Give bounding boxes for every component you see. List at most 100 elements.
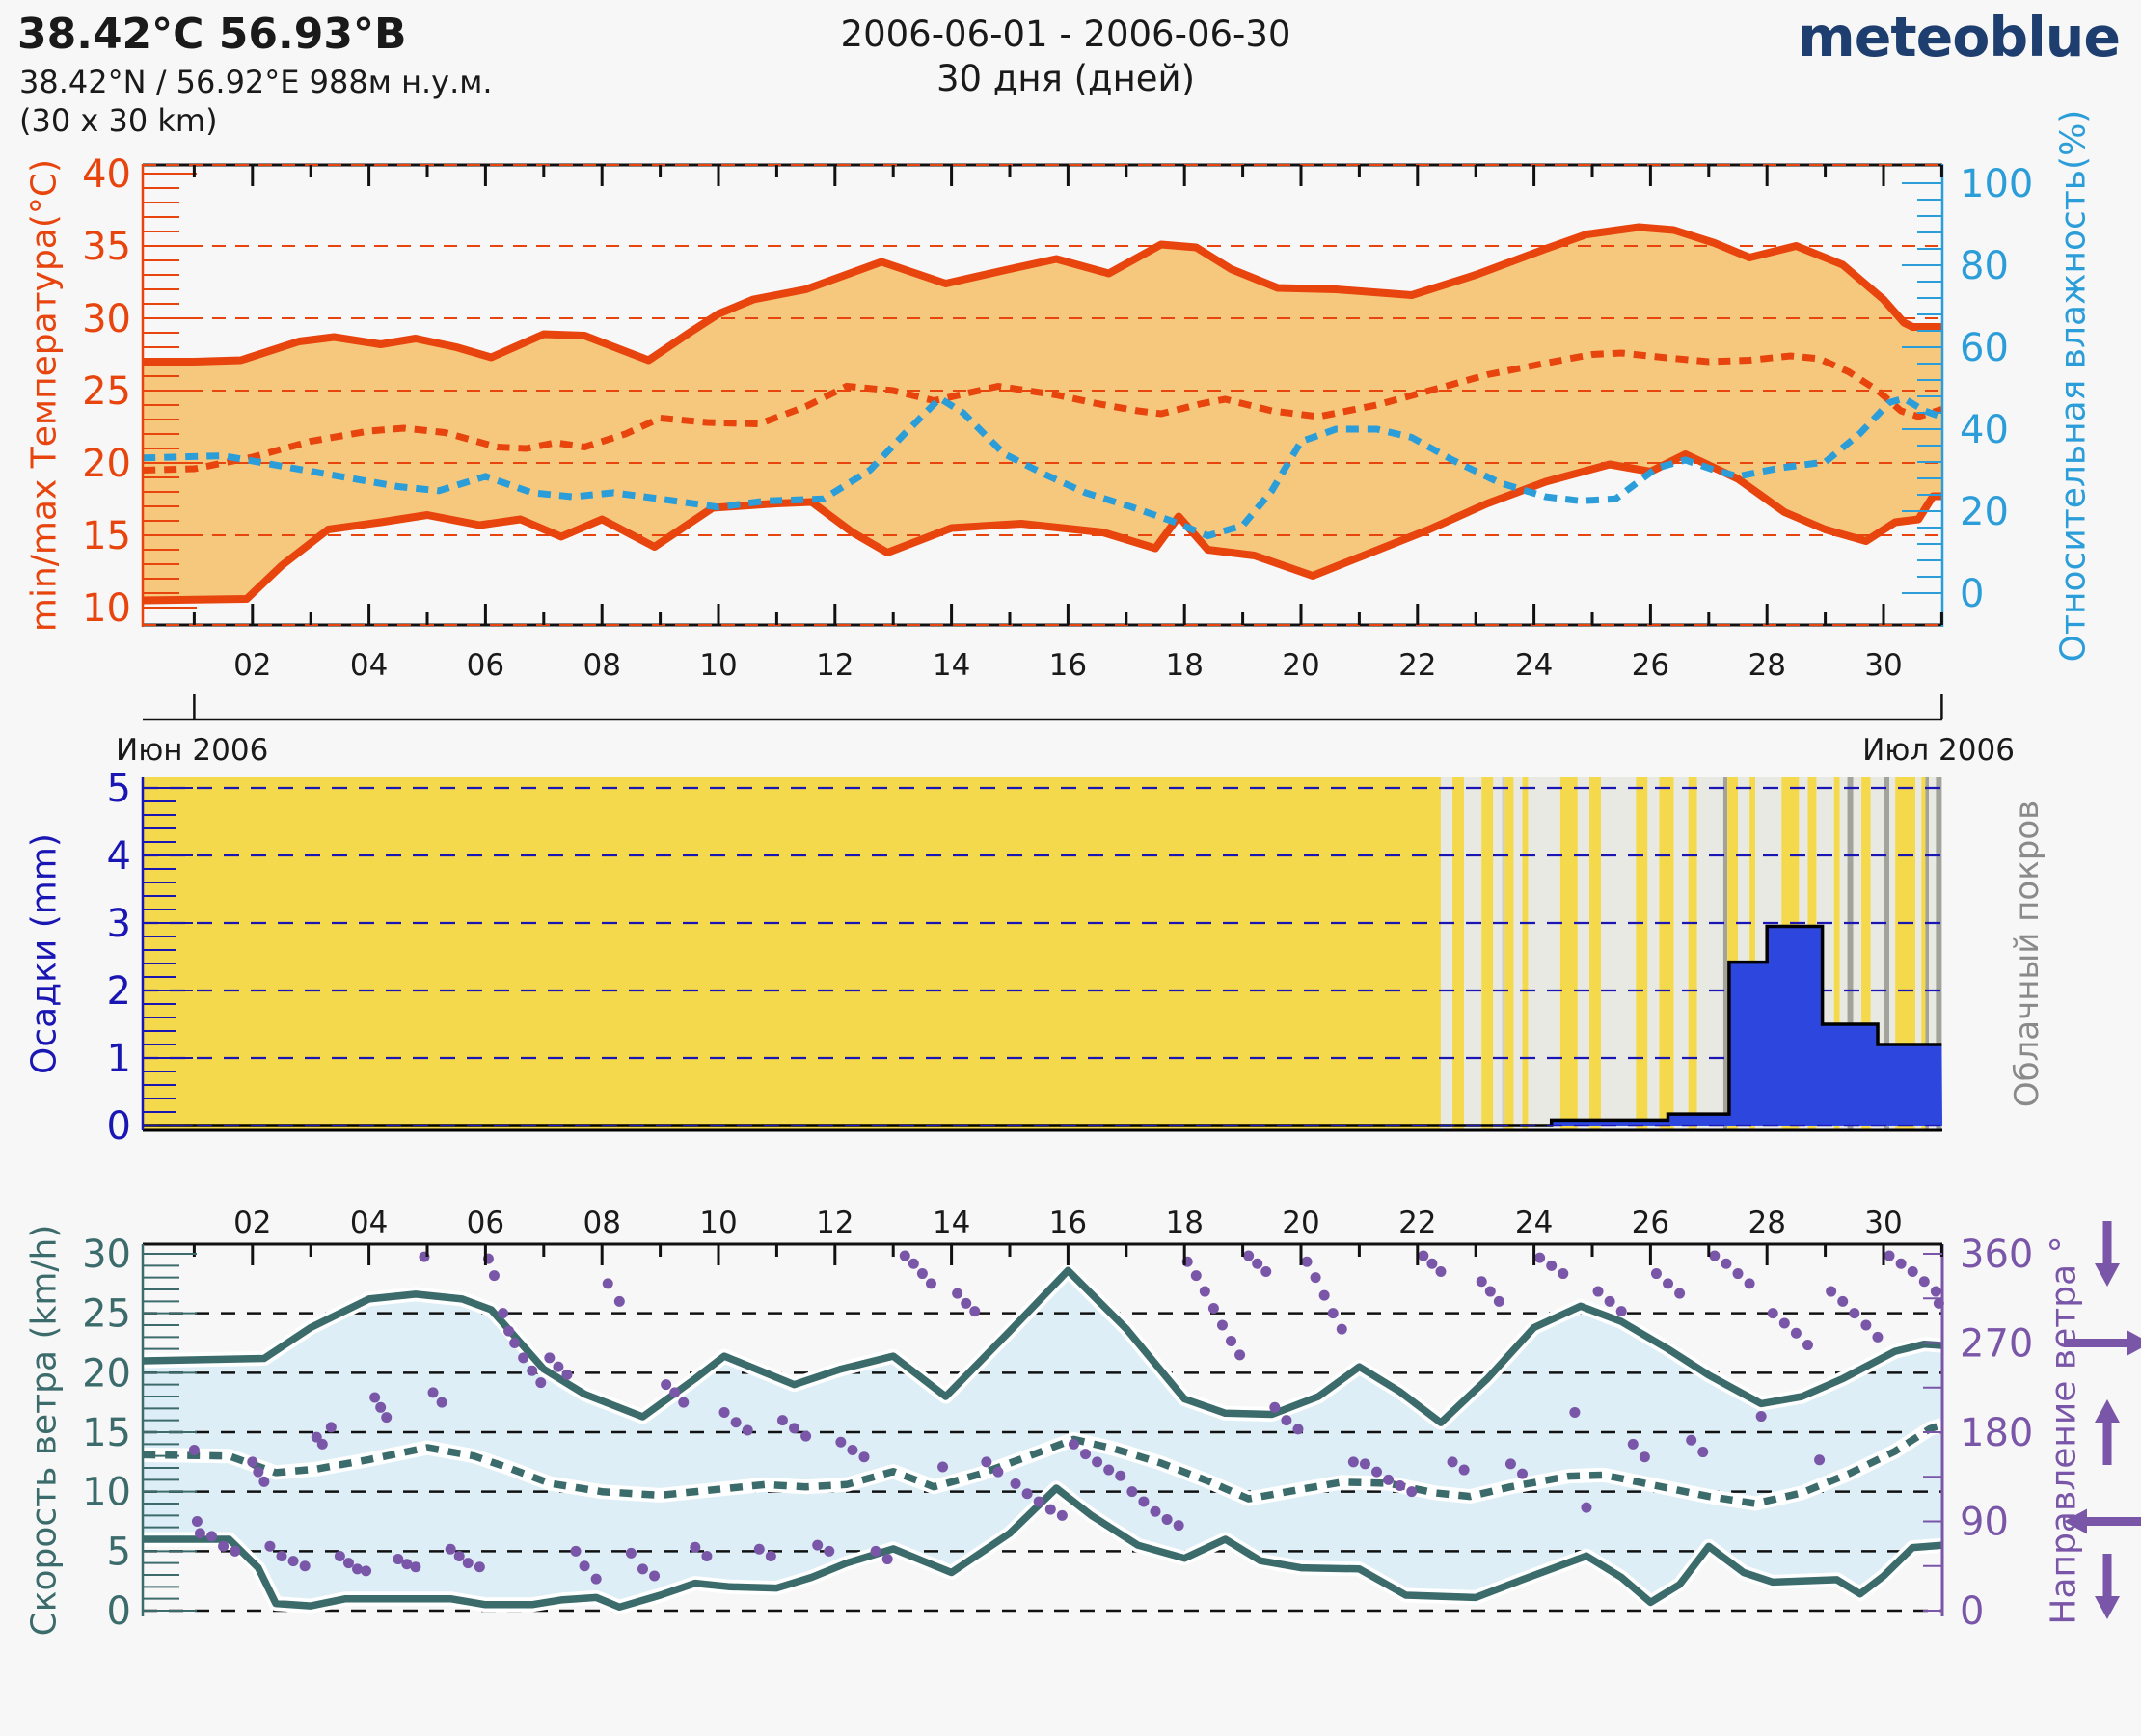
direction-dot [1517, 1468, 1529, 1479]
direction-dot [1709, 1250, 1721, 1261]
precip-tick-label: 0 [107, 1104, 131, 1149]
direction-dot [730, 1417, 742, 1428]
humidity-tick-label: 0 [1960, 572, 1984, 616]
day-label-top: 16 [1049, 1206, 1087, 1240]
month-label-june: Июн 2006 [116, 733, 269, 768]
day-label: 26 [1632, 648, 1669, 683]
direction-dot [1371, 1466, 1383, 1478]
direction-dot [1161, 1513, 1173, 1525]
day-label-top: 06 [467, 1206, 504, 1240]
direction-dot [1310, 1272, 1321, 1284]
direction-dot [881, 1554, 893, 1565]
direction-dot [1918, 1276, 1930, 1288]
direction-dot [1383, 1474, 1395, 1485]
temp-tick-label: 40 [82, 152, 131, 197]
direction-dot [1674, 1288, 1686, 1299]
direction-dot [369, 1392, 381, 1403]
date-range: 2006-06-01 - 2006-06-30 [840, 14, 1291, 55]
direction-dot [1190, 1270, 1202, 1282]
direction-dot [1895, 1258, 1907, 1269]
direction-dot [789, 1423, 800, 1434]
direction-dot [1639, 1451, 1650, 1463]
direction-dot [969, 1306, 981, 1317]
direction-dot [218, 1540, 230, 1552]
direction-dot [570, 1545, 582, 1557]
direction-dot [188, 1445, 200, 1455]
direction-dot [1138, 1496, 1150, 1507]
direction-dot [1744, 1278, 1755, 1289]
wind-tick-label: 15 [82, 1411, 131, 1455]
direction-dot [1615, 1306, 1627, 1317]
direction-dot [488, 1270, 500, 1282]
cloud-segment-sun [1636, 777, 1648, 1129]
grid-cell-size: (30 x 30 km) [19, 102, 218, 139]
direction-dot [937, 1461, 949, 1473]
direction-dot [1849, 1308, 1860, 1319]
direction-dot [1732, 1268, 1744, 1280]
day-label: 20 [1282, 648, 1319, 683]
direction-tick-label: 270 [1960, 1322, 2033, 1367]
direction-dot [503, 1325, 515, 1337]
day-label-top: 02 [233, 1206, 271, 1240]
precipitation-axis-title: Осадки (mm) [24, 833, 65, 1074]
month-label-july: Июл 2006 [1862, 733, 2015, 768]
direction-dot [1930, 1286, 1941, 1297]
cloud-segment-sun [1481, 777, 1494, 1129]
direction-dot [908, 1258, 919, 1269]
precip-tick-label: 1 [107, 1037, 131, 1081]
day-label-top: 28 [1748, 1206, 1785, 1240]
direction-dot [253, 1466, 264, 1478]
cloud-segment-light [1440, 777, 1453, 1129]
direction-dot [1115, 1470, 1126, 1481]
direction-dot [342, 1558, 354, 1569]
direction-dot [361, 1565, 372, 1577]
direction-dot [1872, 1331, 1884, 1343]
direction-dot [311, 1431, 322, 1443]
direction-dot [952, 1288, 963, 1299]
direction-dot [613, 1295, 625, 1307]
direction-dot [925, 1278, 936, 1289]
day-label: 18 [1165, 648, 1203, 683]
direction-tick-label: 0 [1960, 1589, 1984, 1634]
humidity-axis-title: Относительная влажность(%) [2053, 109, 2094, 663]
direction-dot [509, 1338, 521, 1348]
cloud-segment-light [1839, 777, 1848, 1129]
wind-tick-label: 30 [82, 1233, 131, 1277]
precip-tick-label: 3 [107, 902, 131, 946]
direction-dot [276, 1550, 287, 1561]
direction-dot [899, 1250, 910, 1261]
cloud-segment-light [1493, 777, 1503, 1129]
direction-dot [1359, 1458, 1370, 1470]
direction-dot [1260, 1266, 1272, 1277]
temperature-chart: 40 35 30 25 20 15 10 100 80 60 40 20 0 02 04 06 08 10 12 14… [82, 152, 2033, 721]
direction-dot [858, 1451, 870, 1463]
cloud-segment-sun [1559, 777, 1578, 1129]
direction-dot [1721, 1258, 1732, 1269]
direction-dot [1199, 1286, 1210, 1297]
precip-bars [143, 926, 1942, 1126]
cloud-segment-light [1889, 777, 1896, 1129]
direction-dot [316, 1438, 328, 1450]
cloud-segment-sun [1895, 777, 1916, 1129]
direction-dot [1790, 1327, 1802, 1339]
direction-dot [718, 1406, 730, 1418]
humidity-tick-label: 40 [1960, 408, 2009, 452]
direction-dot [410, 1561, 421, 1573]
direction-dot [1814, 1454, 1826, 1466]
direction-dot [1418, 1250, 1429, 1261]
direction-dot [590, 1573, 602, 1585]
direction-dot [661, 1379, 672, 1391]
day-label-top: 22 [1398, 1206, 1436, 1240]
direction-dot [701, 1550, 713, 1561]
direction-dot [1604, 1295, 1615, 1307]
cloudcover-axis-title: Облачный покров [2008, 800, 2046, 1108]
direction-dot [1406, 1486, 1418, 1498]
precip-tick-label: 5 [107, 767, 131, 811]
arrow-head [2095, 1596, 2120, 1619]
direction-dot [1447, 1456, 1458, 1468]
direction-dot [445, 1543, 456, 1555]
direction-dot [1581, 1502, 1592, 1513]
direction-dot [1802, 1340, 1813, 1351]
direction-dot [194, 1528, 205, 1539]
wind-arrow-up [2095, 1399, 2120, 1465]
